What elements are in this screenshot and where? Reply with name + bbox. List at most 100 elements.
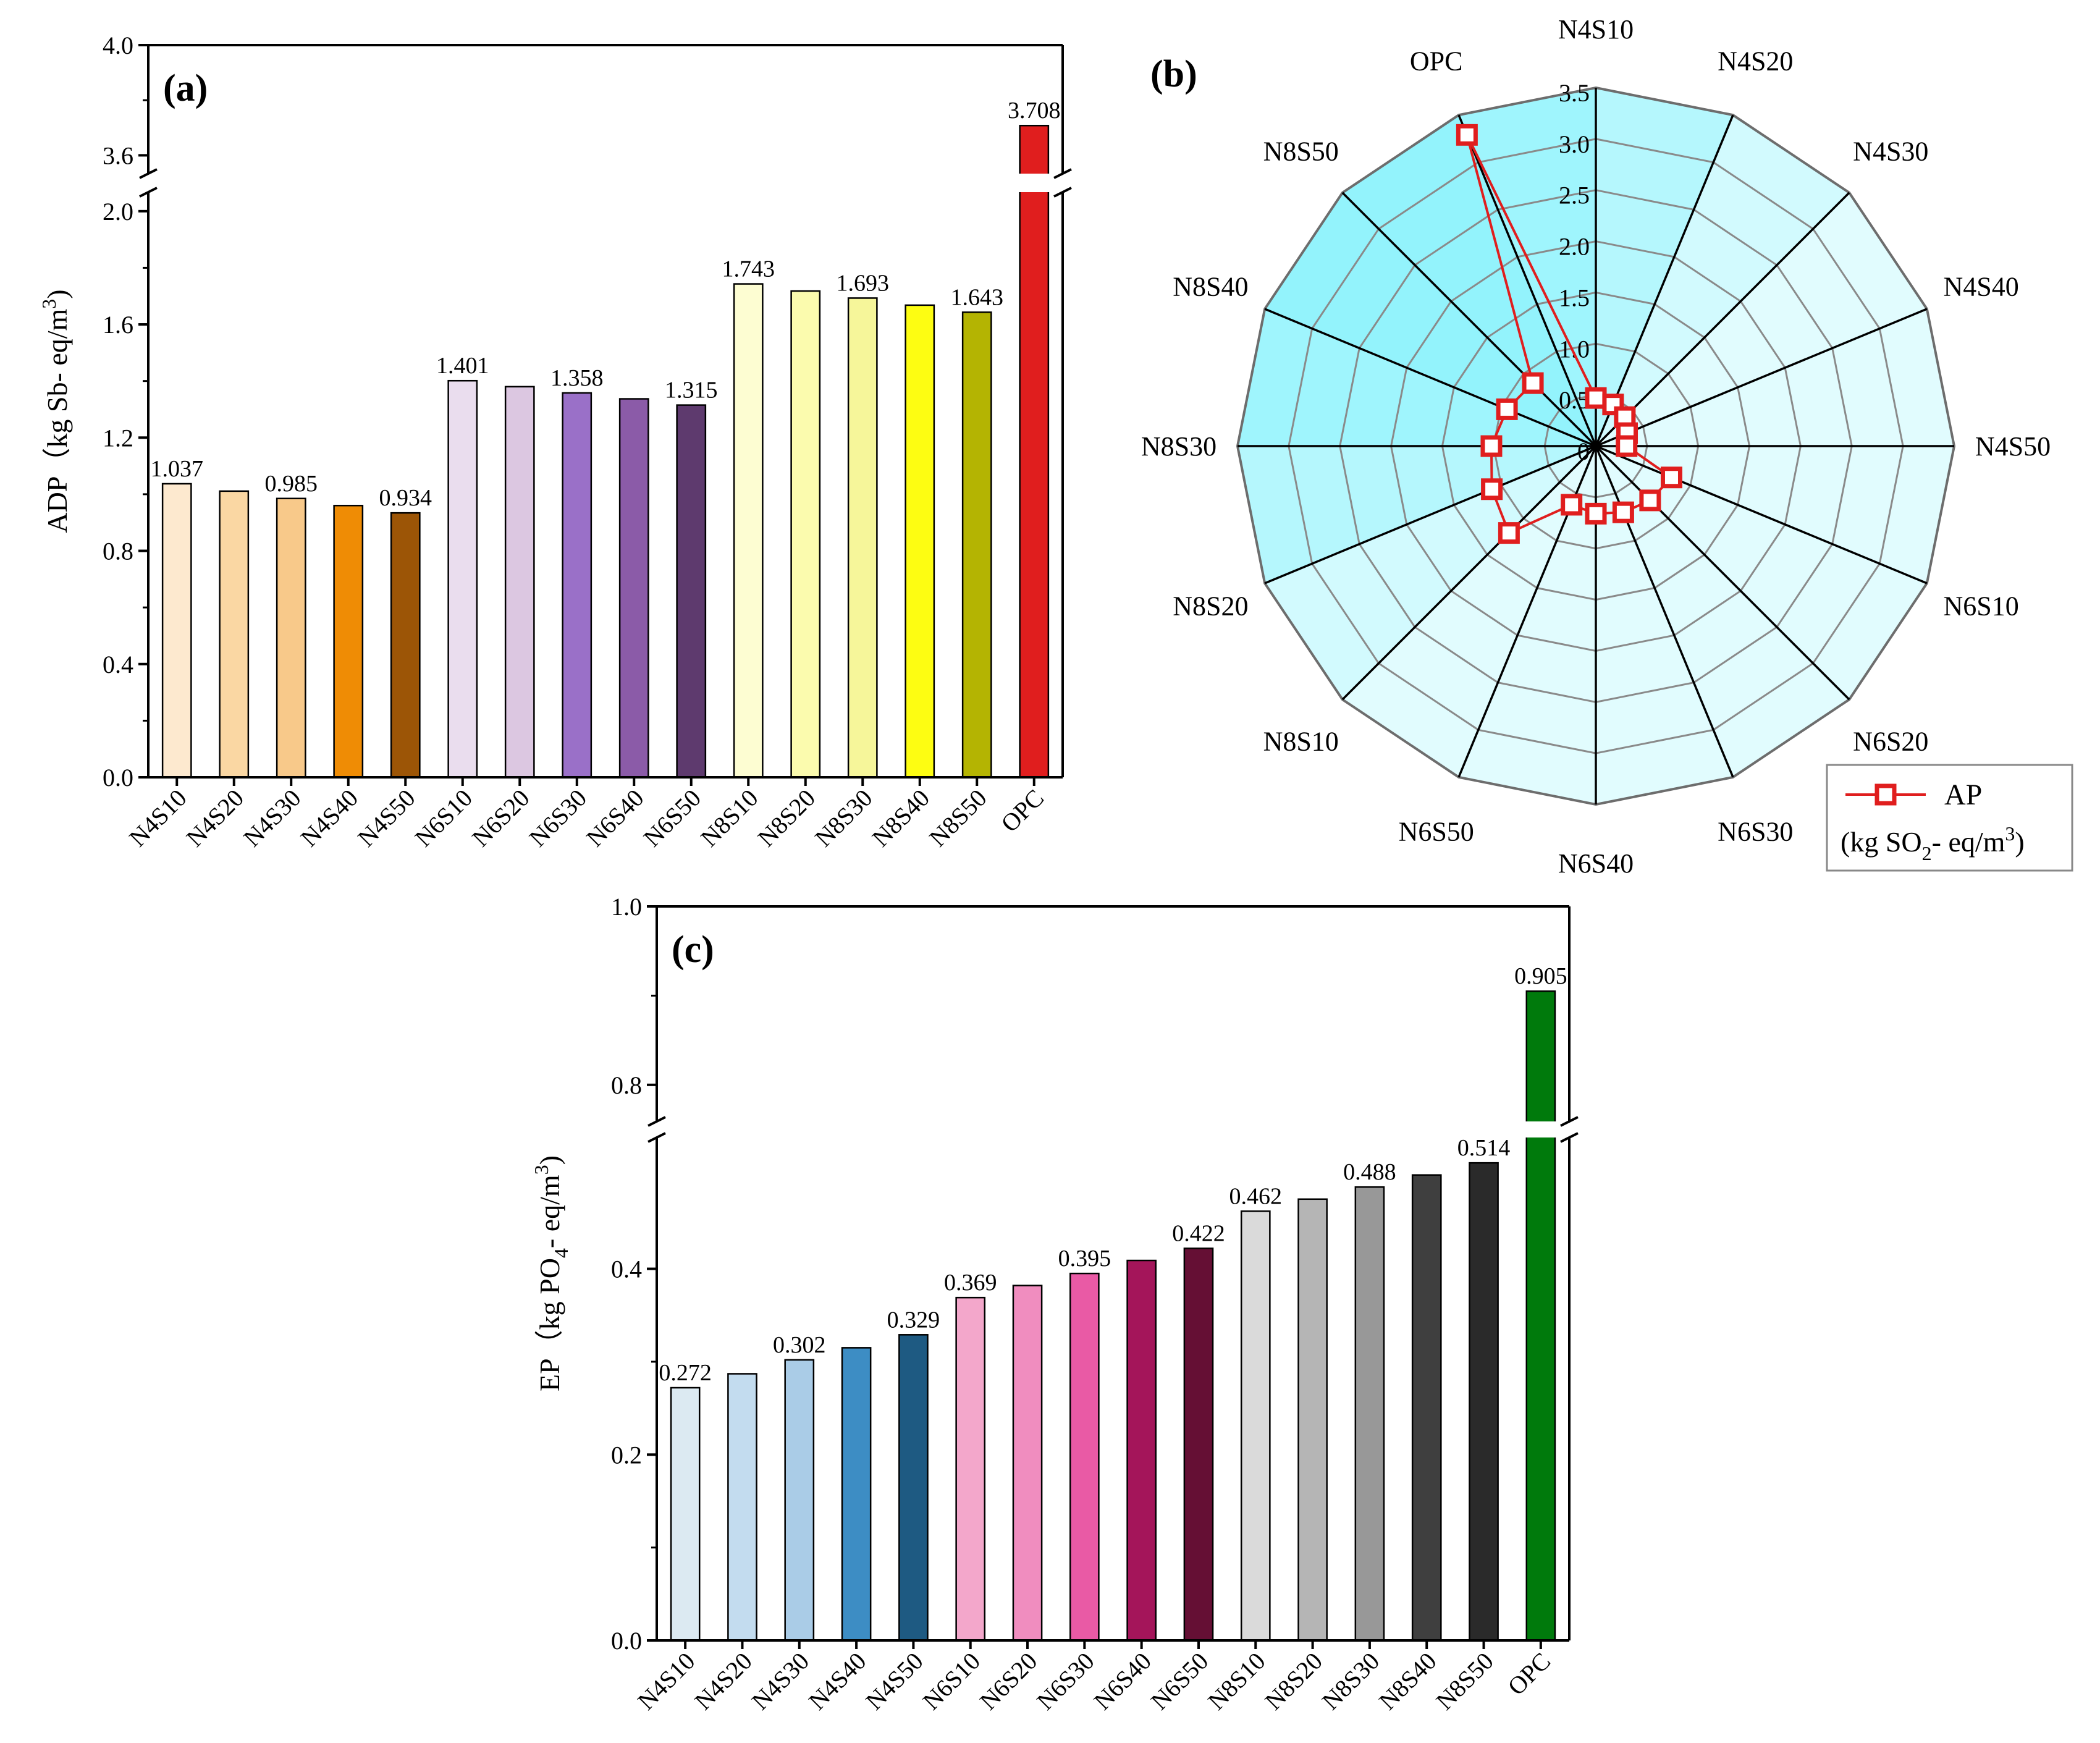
panel-b-ap-radar-chart: N4S10 N4S20 N4S30 N4S40 N4S50 N6S10 N6S20 N6S30… [1141,14,2073,879]
radar-category-label-opc: OPC [1410,46,1463,76]
x-tick-label: N8S20 [1260,1647,1328,1715]
x-tick-label: N4S10 [632,1647,700,1715]
radar-sector-fill [1459,88,1596,446]
break-mark [647,1132,666,1143]
radar-r-tick-label: 1.0 [1559,335,1590,363]
bar-n6s30 [1069,1272,1100,1642]
radar-category-label-n4s20: N4S20 [1718,46,1793,76]
radar-marker-n8s30 [1480,435,1503,457]
radar-marker-n6s10 [1660,466,1682,489]
radar-sector-fill [1459,446,1596,804]
x-tick-label: N4S40 [295,784,363,852]
radar-spoke [1341,445,1597,701]
bar-n8s40 [905,304,935,779]
y-axis-title: EP（kg PO4- eq/m3) [530,1155,572,1391]
x-tick-label: N8S30 [809,784,877,852]
x-tick-label: N4S50 [352,784,420,852]
panel-label: (c) [672,929,714,971]
bar-n6s10 [447,379,478,779]
radar-category-label-n4s10: N4S10 [1558,14,1634,44]
y-tick-label: 0.4 [611,1256,642,1283]
data-label-n6s30: 1.358 [550,365,604,391]
legend-unit-sub: 2 [1922,842,1932,864]
panel-a-adp-chart: 1.037 0.985 0.934 1.401 1.358 1.315 1.743 1.693… [38,32,1081,852]
x-tick-label: N6S10 [410,784,478,852]
radar-marker-n6s20 [1639,489,1661,512]
x-tick-label: N8S50 [924,784,992,852]
data-label-n4s30: 0.985 [265,471,318,497]
y-tick-label: 1.0 [611,893,642,921]
radar-sector-fill [1342,115,1596,446]
y-tick-label: 0.8 [611,1071,642,1099]
radar-sector-fill [1596,446,1850,777]
radar-spoke [1341,192,1597,447]
radar-category-label-n6s30: N6S30 [1718,817,1793,847]
y-tick-label: 3.6 [103,141,133,169]
bar-n6s20 [1012,1285,1043,1642]
bar-n6s10 [955,1296,986,1642]
bar-n4s50 [898,1334,929,1642]
bar-opc [1019,124,1050,779]
data-label-opc: 3.708 [1008,98,1061,124]
legend-unit-mid: - eq/m [1932,826,2005,858]
bar-n6s50 [676,404,707,779]
x-tick-label: N8S20 [753,784,820,852]
x-tick-label: N4S20 [181,784,249,852]
radar-sector-fill [1342,446,1596,777]
bar-n8s10 [1240,1210,1271,1642]
radar-sector-fill [1596,88,1733,446]
data-label-n6s50: 0.422 [1172,1220,1225,1246]
data-label-n4s10: 1.037 [151,456,204,482]
x-tick-label: OPC [995,784,1049,838]
radar-marker-n8s10 [1498,522,1520,544]
radar-r-tick-label: 0.5 [1559,386,1590,414]
y-axis-title-main: EP（kg PO [534,1258,565,1391]
bar-n4s30 [276,497,306,779]
bar-n4s20 [727,1373,757,1642]
data-label-n8s10: 1.743 [722,256,775,282]
radar-category-label-n4s30: N4S30 [1853,137,1928,167]
y-tick-label: 0.8 [103,538,133,565]
bar-n6s30 [562,392,592,779]
bar-n6s50 [1183,1247,1214,1642]
x-tick-label: N6S50 [638,784,706,852]
x-tick-label: N4S40 [803,1647,871,1715]
y-tick-label: 0.0 [611,1627,642,1655]
radar-r-tick-label: 3.0 [1559,130,1590,158]
radar-spoke [1595,445,1928,585]
radar-marker-n6s30 [1612,501,1634,523]
x-tick-label: N8S10 [695,784,763,852]
radar-spoke [1595,445,1850,701]
radar-marker-n6s40 [1585,502,1607,525]
radar-marker-n4s10 [1585,387,1607,409]
y-tick-label: 1.2 [103,424,133,452]
radar-spoke [1595,308,1928,447]
axis-break-gap [130,174,1081,192]
radar-r-tick-label: 2.0 [1559,233,1590,261]
bar-n8s40 [1411,1174,1442,1642]
x-tick-label: N4S30 [746,1647,814,1715]
radar-spoke [1595,192,1850,447]
radar-sector-fill [1596,446,1927,700]
y-tick-label: 1.6 [103,311,133,339]
data-label-opc: 0.905 [1514,963,1567,989]
bar-n8s30 [1354,1186,1385,1642]
radar-sector-fill [1596,115,1850,446]
break-mark [1560,1132,1579,1143]
data-label-n8s10: 0.462 [1229,1183,1283,1209]
radar-spoke [1264,308,1596,447]
x-tick-label: N6S50 [1145,1647,1213,1715]
x-tick-label: N4S30 [238,784,306,852]
bar-opc [1525,990,1556,1642]
y-axis-title-mid: - eq/m [534,1175,565,1248]
y-tick-label: 4.0 [103,32,133,59]
x-tick-label: N6S30 [524,784,592,852]
data-label-n6s30: 0.395 [1058,1246,1111,1272]
x-tick-label: N6S20 [974,1647,1042,1715]
radar-marker-opc [1456,124,1478,146]
radar-category-label-n6s40: N6S40 [1558,848,1634,879]
radar-spoke [1595,114,1734,447]
x-tick-label: N6S40 [1089,1647,1157,1715]
break-mark [139,168,158,179]
